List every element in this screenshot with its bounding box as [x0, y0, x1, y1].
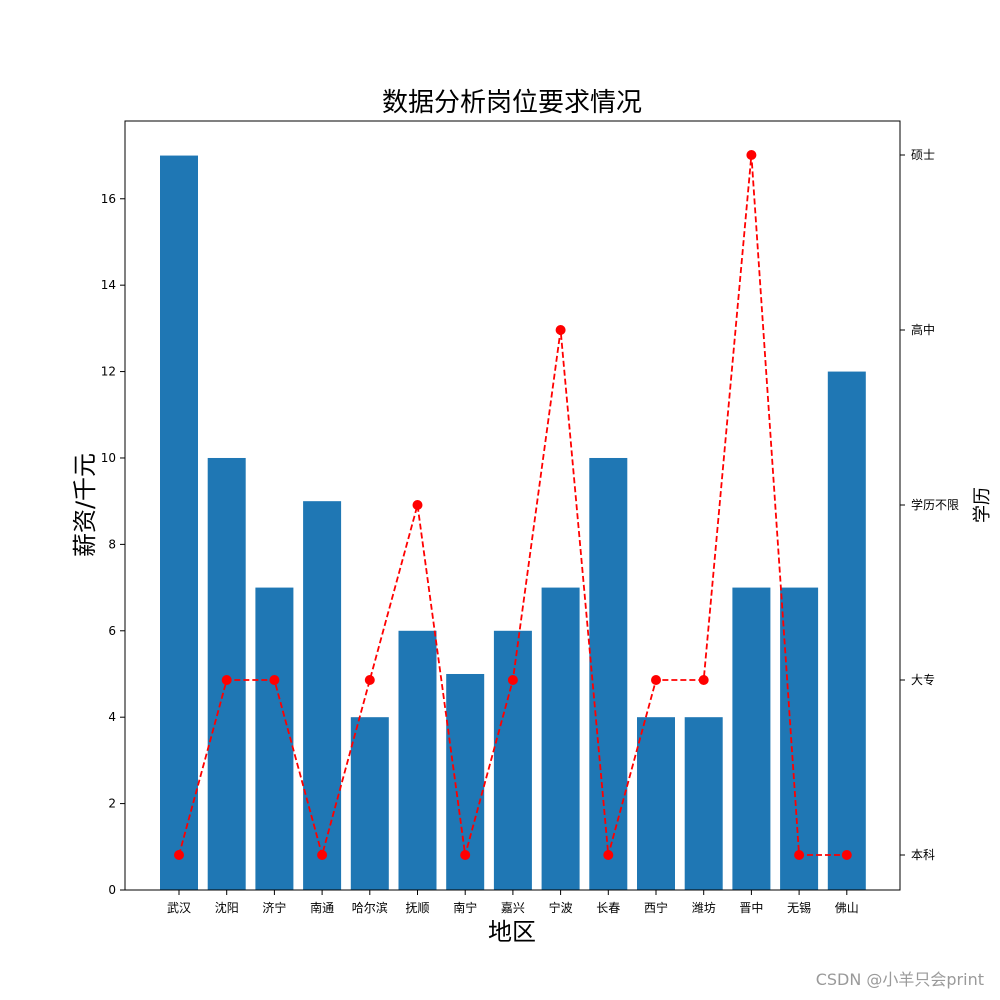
- education-point-济宁: [269, 675, 280, 685]
- education-point-哈尔滨: [364, 675, 375, 685]
- y-tick-label: 10: [101, 451, 116, 465]
- bar-长春: [589, 457, 628, 890]
- y-tick-label: 14: [101, 278, 116, 292]
- y-tick-label: 0: [108, 883, 116, 897]
- x-tick-label: 宁波: [549, 900, 573, 915]
- education-point-武汉: [174, 850, 184, 860]
- education-point-长春: [603, 850, 614, 860]
- y-tick-label: 8: [108, 537, 116, 551]
- x-tick-label: 西宁: [644, 900, 668, 915]
- bar-南通: [303, 501, 342, 890]
- x-tick-label: 南宁: [453, 900, 477, 915]
- bar-潍坊: [684, 717, 723, 890]
- education-point-宁波: [555, 325, 566, 335]
- y2-tick-label: 大专: [911, 672, 935, 687]
- x-tick-label: 抚顺: [405, 901, 429, 915]
- bar-哈尔滨: [350, 717, 389, 890]
- bar-宁波: [541, 587, 580, 890]
- education-point-无锡: [794, 850, 805, 860]
- education-point-晋中: [746, 150, 757, 160]
- bar-西宁: [637, 717, 675, 890]
- watermark: CSDN @小羊只会print: [815, 970, 984, 989]
- education-point-嘉兴: [507, 675, 518, 685]
- y-axis-ticks: 0 2 4 6 8 10 12 14 16: [101, 192, 125, 897]
- x-tick-label: 潍坊: [692, 900, 716, 915]
- x-tick-label: 武汉: [167, 901, 191, 915]
- education-point-抚顺: [412, 500, 423, 510]
- education-point-佛山: [841, 850, 852, 860]
- y-tick-label: 2: [108, 797, 116, 811]
- bars-layer: [160, 155, 866, 891]
- x-tick-label: 晋中: [739, 900, 763, 915]
- x-tick-label: 南通: [310, 900, 334, 915]
- x-tick-label: 济宁: [262, 900, 286, 915]
- y-tick-label: 6: [108, 624, 116, 638]
- x-axis-ticks: 武汉 沈阳 济宁 南通 哈尔滨 抚顺 南宁 嘉兴 宁波 长春 西宁 潍坊 晋中 无锡 佛山: [167, 890, 859, 915]
- bar-晋中: [732, 587, 771, 890]
- y2-tick-label: 高中: [911, 322, 935, 337]
- x-tick-label: 哈尔滨: [352, 900, 388, 915]
- line-layer: [174, 150, 852, 860]
- y2-tick-label: 硕士: [911, 148, 935, 162]
- education-point-潍坊: [698, 675, 709, 685]
- bar-无锡: [780, 587, 819, 890]
- x-tick-label: 长春: [596, 901, 620, 915]
- bar-抚顺: [398, 630, 437, 890]
- x-tick-label: 佛山: [835, 901, 859, 915]
- y2-axis-ticks: 本科 大专 学历不限 高中 硕士: [900, 148, 959, 862]
- education-point-南宁: [460, 850, 471, 860]
- y-axis-label: 薪资/千元: [71, 453, 99, 557]
- bar-嘉兴: [493, 630, 532, 890]
- y-tick-label: 12: [101, 365, 116, 379]
- education-point-南通: [317, 850, 328, 860]
- y2-tick-label: 学历不限: [911, 497, 959, 512]
- x-tick-label: 沈阳: [215, 900, 239, 915]
- x-tick-label: 嘉兴: [501, 901, 525, 915]
- y-tick-label: 16: [101, 192, 116, 206]
- y2-axis-label: 学历: [972, 487, 993, 523]
- bar-沈阳: [207, 457, 246, 890]
- x-axis-label: 地区: [488, 918, 536, 946]
- chart-title: 数据分析岗位要求情况: [382, 88, 642, 118]
- education-point-沈阳: [221, 675, 232, 685]
- y-tick-label: 4: [108, 710, 116, 724]
- bar-武汉: [160, 155, 198, 891]
- education-point-西宁: [651, 675, 661, 685]
- x-tick-label: 无锡: [787, 900, 811, 915]
- bar-济宁: [255, 587, 294, 890]
- bar-佛山: [827, 371, 866, 891]
- y2-tick-label: 本科: [911, 848, 935, 862]
